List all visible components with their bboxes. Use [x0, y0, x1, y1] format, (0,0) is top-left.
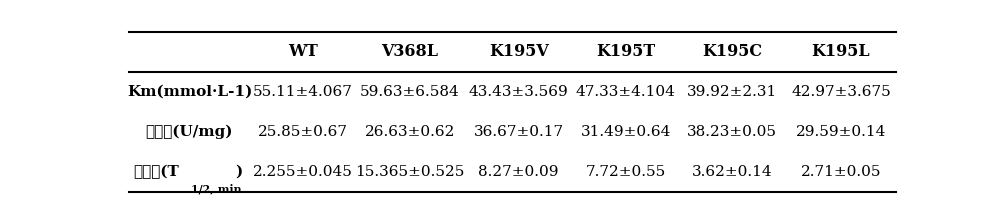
- Text: K195L: K195L: [812, 43, 870, 60]
- Text: 15.365±0.525: 15.365±0.525: [355, 165, 464, 179]
- Text: K195V: K195V: [489, 43, 549, 60]
- Text: WT: WT: [288, 43, 318, 60]
- Text: 43.43±3.569: 43.43±3.569: [469, 85, 569, 99]
- Text: 36.67±0.17: 36.67±0.17: [474, 125, 564, 139]
- Text: 比酶活(U/mg): 比酶活(U/mg): [146, 124, 233, 139]
- Text: 3.62±0.14: 3.62±0.14: [692, 165, 772, 179]
- Text: 31.49±0.64: 31.49±0.64: [580, 125, 671, 139]
- Text: 59.63±6.584: 59.63±6.584: [360, 85, 460, 99]
- Text: 7.72±0.55: 7.72±0.55: [586, 165, 666, 179]
- Text: 2.71±0.05: 2.71±0.05: [801, 165, 881, 179]
- Text: Km(mmol·L-1): Km(mmol·L-1): [127, 85, 252, 99]
- Text: 1/2, min: 1/2, min: [191, 183, 242, 194]
- Text: 25.85±0.67: 25.85±0.67: [258, 125, 348, 139]
- Text: 29.59±0.14: 29.59±0.14: [796, 125, 886, 139]
- Text: 39.92±2.31: 39.92±2.31: [687, 85, 777, 99]
- Text: V368L: V368L: [381, 43, 438, 60]
- Text: 半衰期(T: 半衰期(T: [133, 164, 178, 179]
- Text: 55.11±4.067: 55.11±4.067: [253, 85, 353, 99]
- Text: 8.27±0.09: 8.27±0.09: [478, 165, 559, 179]
- Text: K195C: K195C: [702, 43, 762, 60]
- Text: 2.255±0.045: 2.255±0.045: [253, 165, 353, 179]
- Text: 47.33±4.104: 47.33±4.104: [576, 85, 676, 99]
- Text: K195T: K195T: [596, 43, 655, 60]
- Text: 42.97±3.675: 42.97±3.675: [791, 85, 891, 99]
- Text: ): ): [236, 165, 243, 179]
- Text: 38.23±0.05: 38.23±0.05: [687, 125, 777, 139]
- Text: 26.63±0.62: 26.63±0.62: [365, 125, 455, 139]
